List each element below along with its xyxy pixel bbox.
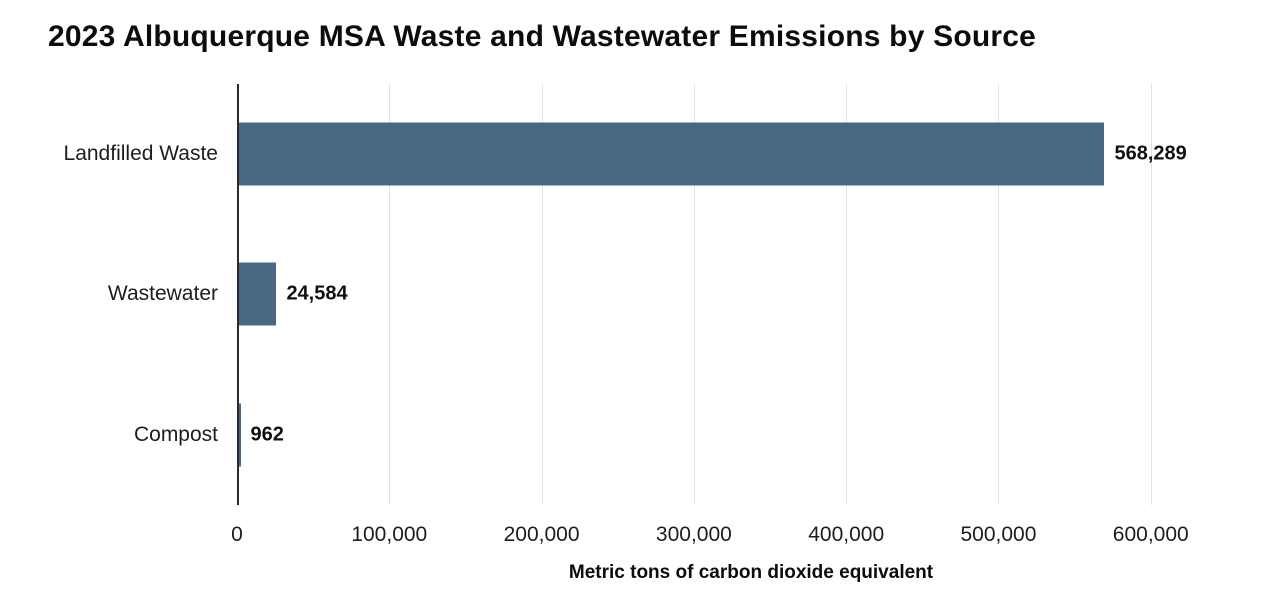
x-axis-ticks: 0 100,000 200,000 300,000 400,000 500,000 600,… (231, 523, 1265, 549)
x-tick-label: 200,000 (503, 523, 580, 546)
gridline (998, 84, 1000, 505)
category-label: Compost (133, 422, 218, 446)
x-axis-title: Metric tons of carbon dioxide equivalent (568, 562, 934, 583)
bar (239, 122, 1105, 186)
value-label: 568,289 (1114, 142, 1187, 165)
gridline (541, 84, 543, 505)
value-label: 24,584 (286, 282, 348, 305)
chart-title: 2023 Albuquerque MSA Waste and Wastewate… (48, 20, 1037, 53)
bar-row: Landfilled Waste 568,289 (64, 84, 1265, 224)
bar (239, 403, 241, 467)
value-label: 962 (250, 423, 284, 446)
plot-area: Landfilled Waste 568,289 Wastewater 24,5… (64, 84, 1265, 505)
x-tick-label: 400,000 (808, 523, 885, 546)
x-tick-label: 0 (231, 523, 243, 546)
category-label: Wastewater (107, 282, 218, 306)
gridline (1150, 84, 1152, 505)
bar (239, 262, 277, 326)
gridline (693, 84, 695, 505)
y-axis-line (237, 84, 239, 505)
bar-row: Compost 962 (134, 365, 1265, 505)
category-label: Landfilled Waste (63, 142, 218, 166)
x-tick-label: 100,000 (351, 523, 428, 546)
gridline (389, 84, 391, 505)
gridline (846, 84, 848, 505)
x-tick-label: 600,000 (1112, 523, 1189, 546)
x-tick-label: 300,000 (655, 523, 732, 546)
x-tick-label: 500,000 (960, 523, 1037, 546)
bar-row: Wastewater 24,584 (108, 224, 1265, 364)
